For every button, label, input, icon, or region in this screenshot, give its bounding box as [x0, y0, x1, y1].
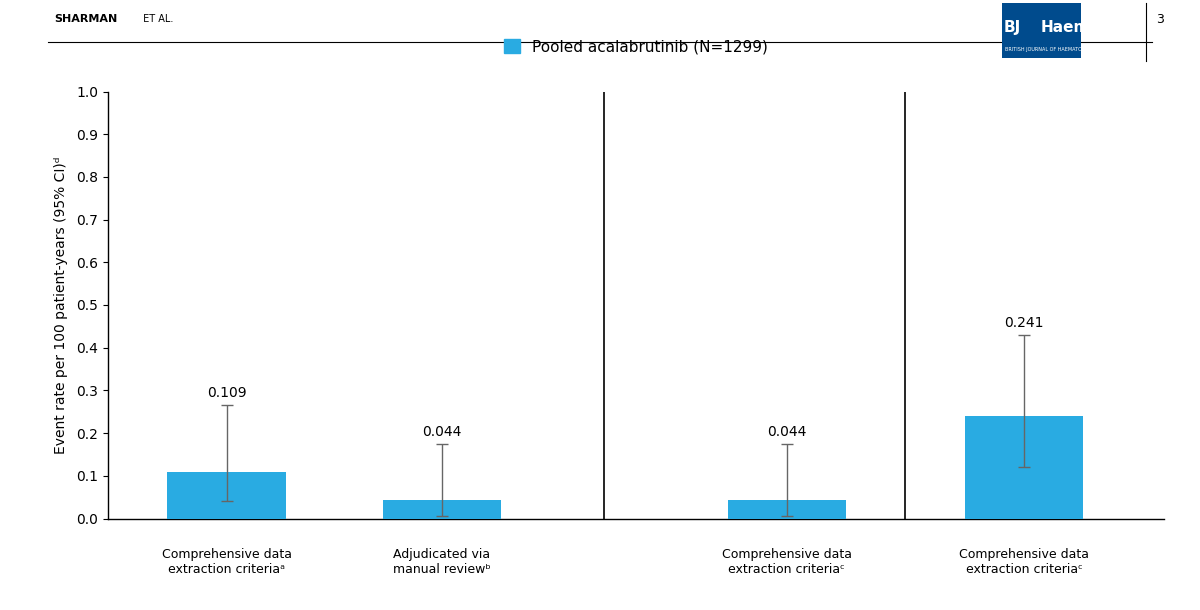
- Text: BJ: BJ: [1003, 20, 1020, 35]
- Bar: [727, 500, 846, 518]
- Text: 3: 3: [1156, 13, 1164, 26]
- Text: SHARMAN: SHARMAN: [54, 14, 118, 24]
- Text: 0.044: 0.044: [422, 425, 462, 439]
- Bar: [167, 472, 286, 518]
- Text: Adjudicated via
manual reviewᵇ: Adjudicated via manual reviewᵇ: [394, 548, 491, 576]
- Text: Haem: Haem: [1040, 20, 1090, 35]
- Text: Comprehensive data
extraction criteriaᶜ: Comprehensive data extraction criteriaᶜ: [959, 548, 1088, 576]
- Bar: [1002, 3, 1081, 57]
- Text: 0.109: 0.109: [206, 386, 246, 400]
- Text: 0.241: 0.241: [1004, 316, 1044, 330]
- Bar: [383, 500, 502, 518]
- Y-axis label: Event rate per 100 patient-years (95% CI)ᵈ: Event rate per 100 patient-years (95% CI…: [54, 156, 68, 454]
- Text: Comprehensive data
extraction criteriaᵃ: Comprehensive data extraction criteriaᵃ: [162, 548, 292, 576]
- Text: BRITISH JOURNAL OF HAEMATOLOGY: BRITISH JOURNAL OF HAEMATOLOGY: [1004, 47, 1094, 52]
- Text: Comprehensive data
extraction criteriaᶜ: Comprehensive data extraction criteriaᶜ: [722, 548, 852, 576]
- Text: 0.044: 0.044: [767, 425, 806, 439]
- Legend: Pooled acalabrutinib (N=1299): Pooled acalabrutinib (N=1299): [504, 40, 768, 54]
- Text: ET AL.: ET AL.: [140, 14, 174, 24]
- Bar: [965, 415, 1084, 518]
